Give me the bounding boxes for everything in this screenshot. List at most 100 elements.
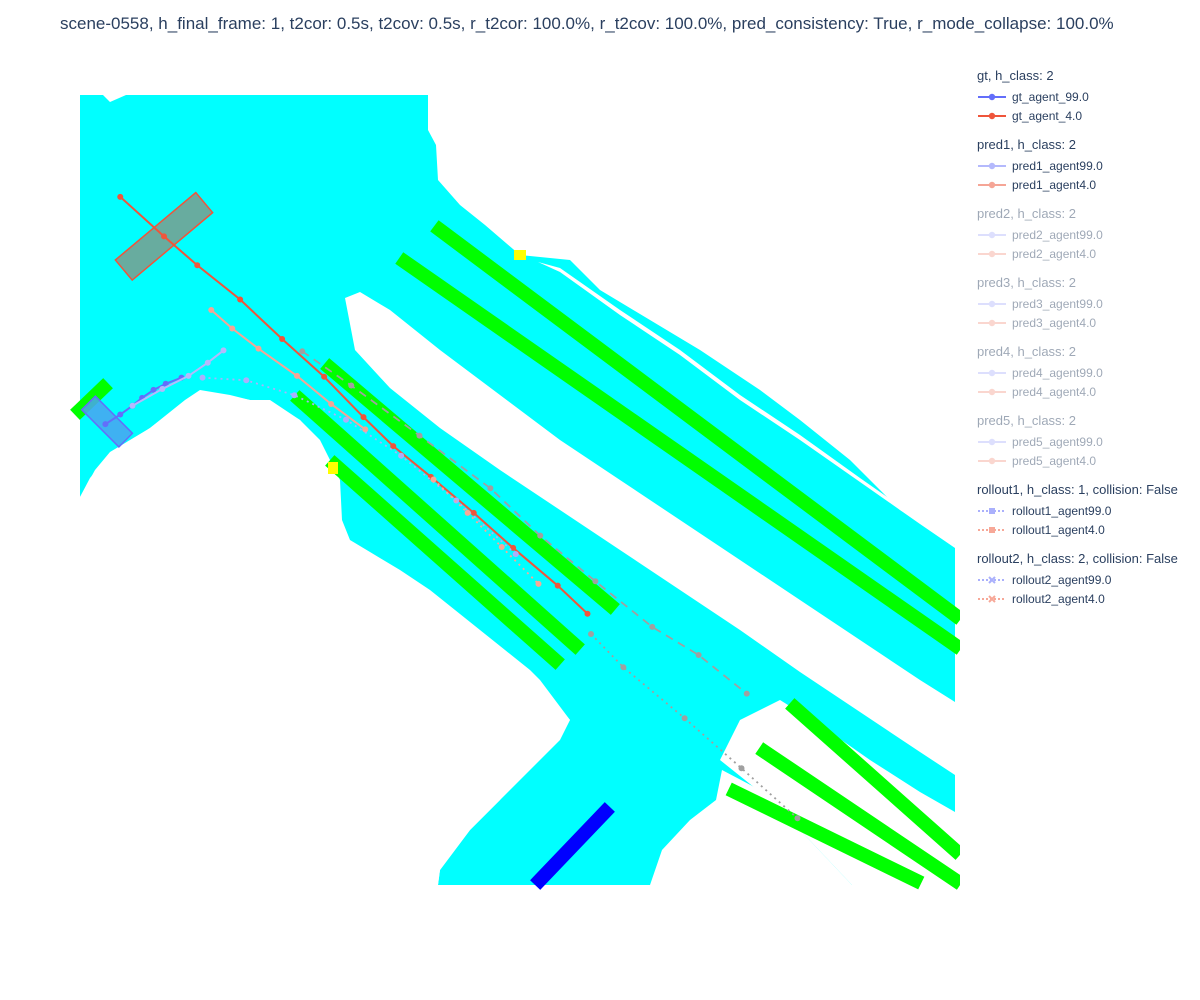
legend-item-label: pred3_agent4.0 — [1012, 315, 1097, 330]
legend-group-title: pred2, h_class: 2 — [977, 206, 1077, 221]
legend-swatch — [978, 319, 1006, 326]
point-gt-agent-4-0 — [390, 443, 397, 450]
legend-item[interactable]: rollout1_agent4.0 — [977, 520, 1200, 539]
point-gt-agent-4-0 — [360, 414, 367, 421]
point-gt-agent-99-0 — [117, 411, 124, 418]
legend-group-title: pred4, h_class: 2 — [977, 344, 1077, 359]
lane-markings — [70, 220, 960, 890]
legend-item-label: pred4_agent99.0 — [1012, 365, 1103, 380]
series-pred1-agent99-0 — [129, 347, 227, 409]
page-title: scene-0558, h_final_frame: 1, t2cor: 0.5… — [60, 14, 1114, 33]
marker-1 — [514, 250, 526, 260]
point-rollout2-agent4-0 — [588, 630, 594, 637]
lane-line-4 — [290, 390, 585, 655]
point-rollout2-agent99-0 — [743, 690, 750, 697]
legend-group[interactable]: rollout2, h_class: 2, collision: False ro… — [977, 551, 1200, 608]
legend-item[interactable]: pred2_agent4.0 — [977, 244, 1200, 263]
legend-group[interactable]: pred4, h_class: 2 pred4_agent99.0 pred4_ag… — [977, 344, 1200, 401]
legend-item[interactable]: pred4_agent99.0 — [977, 363, 1200, 382]
point-rollout2-agent99-0 — [695, 652, 702, 659]
legend-swatch — [978, 300, 1006, 307]
legend-group[interactable]: gt, h_class: 2 gt_agent_99.0 gt_agent_4.0 — [977, 68, 1200, 125]
legend-item-label: pred5_agent4.0 — [1012, 453, 1097, 468]
legend-item[interactable]: rollout2_agent4.0 — [977, 589, 1200, 608]
point-pred1-agent4-0 — [362, 426, 369, 433]
legend-item[interactable]: gt_agent_4.0 — [977, 106, 1200, 125]
point-rollout2-agent99-0 — [299, 348, 306, 355]
legend-swatch — [978, 457, 1006, 464]
legend-group[interactable]: pred1, h_class: 2 pred1_agent99.0 pred1_ag… — [977, 137, 1200, 194]
legend-item-label: gt_agent_99.0 — [1012, 89, 1089, 104]
point-rollout1-agent4-0 — [430, 476, 437, 483]
legend-swatch — [978, 438, 1006, 445]
series-rollout1-agent4-0 — [430, 476, 542, 587]
point-rollout1-agent99-0 — [398, 452, 405, 459]
legend-item-label: pred1_agent4.0 — [1012, 177, 1097, 192]
legend-group[interactable]: pred3, h_class: 2 pred3_agent99.0 pred3_ag… — [977, 275, 1200, 332]
point-rollout1-agent99-0 — [291, 392, 298, 399]
point-pred1-agent99-0 — [129, 402, 136, 409]
point-gt-agent-99-0 — [150, 386, 157, 393]
legend-item-label: rollout2_agent99.0 — [1012, 572, 1112, 587]
legend-swatch — [978, 181, 1006, 188]
point-rollout1-agent99-0 — [343, 416, 349, 423]
point-pred1-agent4-0 — [255, 345, 262, 352]
point-pred1-agent99-0 — [185, 372, 192, 379]
map-plot[interactable] — [0, 0, 960, 900]
median-strip-1 — [345, 292, 955, 775]
lower-left-void — [80, 395, 570, 885]
point-gt-agent-4-0 — [510, 544, 517, 551]
legend-swatch — [978, 93, 1006, 100]
legend-item[interactable]: rollout2_agent99.0 — [977, 570, 1200, 589]
legend-group[interactable]: pred2, h_class: 2 pred2_agent99.0 pred2_ag… — [977, 206, 1200, 263]
point-gt-agent-99-0 — [162, 380, 169, 387]
drivable-region-main — [80, 95, 955, 885]
lane-line-8 — [725, 782, 925, 890]
legend-item-label: pred4_agent4.0 — [1012, 384, 1097, 399]
map-background — [70, 95, 960, 890]
legend-item-label: gt_agent_4.0 — [1012, 108, 1083, 123]
legend-item[interactable]: pred1_agent4.0 — [977, 175, 1200, 194]
legend-group[interactable]: pred5, h_class: 2 pred5_agent99.0 pred5_ag… — [977, 413, 1200, 470]
lane-line-3 — [320, 358, 620, 615]
series-rollout2-agent4-0 — [588, 630, 801, 822]
point-gt-agent-4-0 — [161, 233, 167, 240]
point-rollout2-agent99-0 — [649, 623, 656, 630]
legend-item[interactable]: pred4_agent4.0 — [977, 382, 1200, 401]
legend-group-title: rollout1, h_class: 1, collision: False — [977, 482, 1178, 497]
point-rollout2-agent99-0 — [592, 578, 599, 585]
point-rollout2-agent99-0 — [416, 432, 423, 439]
legend-item[interactable]: pred5_agent4.0 — [977, 451, 1200, 470]
legend-item[interactable]: pred5_agent99.0 — [977, 432, 1200, 451]
point-gt-agent-4-0 — [237, 296, 244, 303]
legend-item[interactable]: pred2_agent99.0 — [977, 225, 1200, 244]
legend-swatch — [978, 250, 1006, 257]
point-rollout1-agent4-0 — [535, 580, 542, 587]
legend-item[interactable]: pred3_agent4.0 — [977, 313, 1200, 332]
legend-item[interactable]: gt_agent_99.0 — [977, 87, 1200, 106]
legend-swatch — [978, 231, 1006, 238]
legend-item-label: pred2_agent99.0 — [1012, 227, 1103, 242]
point-rollout1-agent4-0 — [464, 509, 471, 516]
legend-item-label: pred1_agent99.0 — [1012, 158, 1103, 173]
legend-item-label: pred5_agent99.0 — [1012, 434, 1103, 449]
legend-item[interactable]: pred3_agent99.0 — [977, 294, 1200, 313]
legend-item-label: rollout1_agent4.0 — [1012, 522, 1105, 537]
point-rollout1-agent99-0 — [199, 374, 206, 381]
legend-group-title: pred5, h_class: 2 — [977, 413, 1077, 428]
legend-swatch — [978, 575, 1006, 584]
legend-item[interactable]: rollout1_agent99.0 — [977, 501, 1200, 520]
trajectory-layer — [80, 191, 801, 822]
legend-item[interactable]: pred1_agent99.0 — [977, 156, 1200, 175]
point-pred1-agent99-0 — [159, 386, 166, 393]
point-rollout2-agent4-0 — [681, 715, 688, 722]
point-rollout2-agent99-0 — [348, 382, 355, 389]
legend-group[interactable]: rollout1, h_class: 1, collision: False ro… — [977, 482, 1200, 539]
legend-group-title: pred1, h_class: 2 — [977, 137, 1077, 152]
legend-swatch — [978, 112, 1006, 119]
legend-group-title: rollout2, h_class: 2, collision: False — [977, 551, 1178, 566]
point-rollout1-agent99-0 — [243, 377, 250, 384]
point-pred1-agent99-0 — [204, 359, 211, 366]
lane-line-6 — [785, 698, 960, 860]
point-rollout1-agent99-0 — [512, 551, 519, 558]
